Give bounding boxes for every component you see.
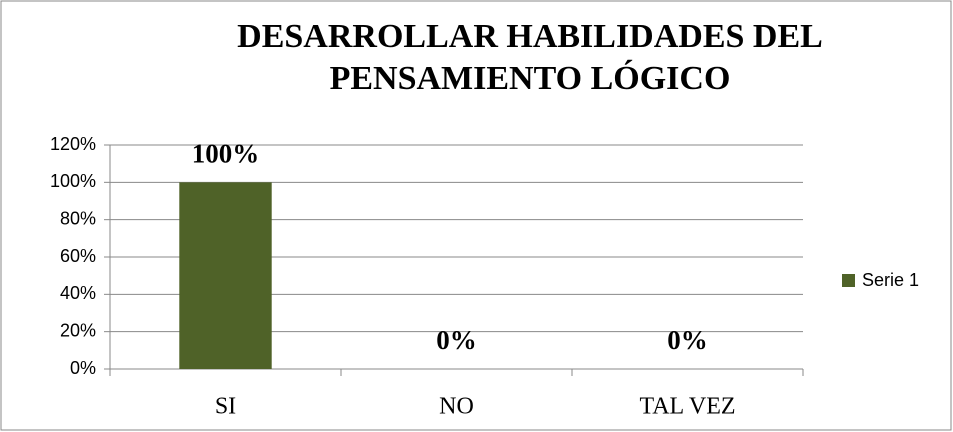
data-label: 100% [192,139,260,169]
x-tick-label: NO [439,394,474,420]
legend-label: Serie 1 [862,270,919,290]
chart-title: DESARROLLAR HABILIDADES DEL PENSAMIENTO … [237,18,823,97]
data-label: 0% [436,325,477,355]
bar [179,182,272,369]
legend-swatch [842,274,855,287]
y-tick-label: 100% [50,171,96,191]
y-tick-label: 120% [50,134,96,154]
y-tick-label: 40% [60,283,96,303]
x-tick-label: TAL VEZ [639,394,735,420]
y-tick-label: 0% [70,358,96,378]
y-tick-label: 80% [60,208,96,228]
y-tick-label: 60% [60,246,96,266]
y-tick-label: 20% [60,320,96,340]
data-label: 0% [667,325,708,355]
x-tick-label: SI [215,394,236,420]
